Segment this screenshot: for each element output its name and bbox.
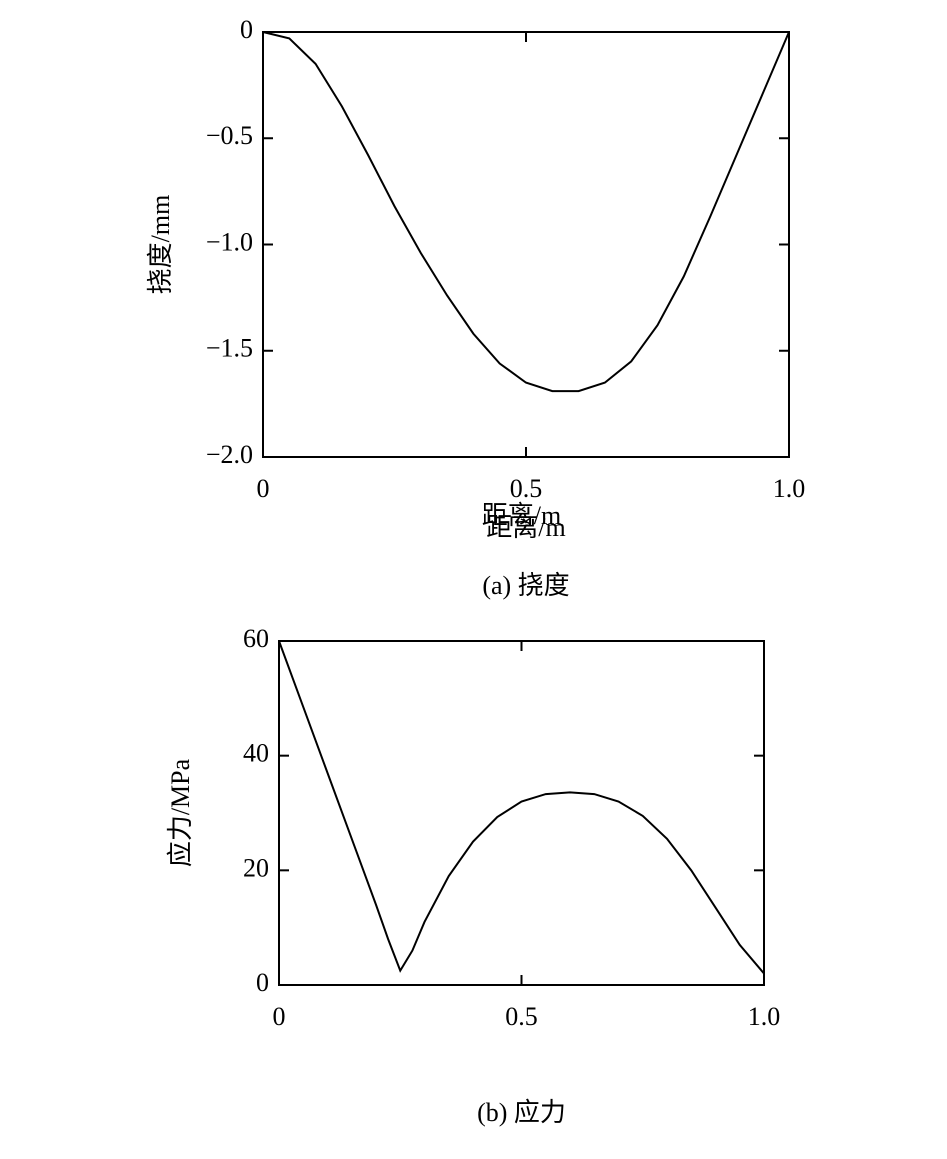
x-tick-label: 1.0 [748, 1002, 781, 1031]
caption: (a) 挠度 [482, 571, 569, 600]
plot-frame [262, 31, 790, 458]
data-line [278, 640, 765, 975]
y-axis-label: 挠度/mm [146, 195, 175, 295]
x-tick-label: 1.0 [773, 474, 806, 503]
x-tick-label: 0.5 [510, 474, 543, 503]
y-tick-label: −1.5 [206, 334, 253, 363]
y-tick-label: 0 [240, 15, 253, 44]
caption: (b) 应力 [477, 1098, 566, 1127]
y-tick-label: 20 [243, 853, 269, 882]
y-axis-label: 应力/MPa [166, 758, 195, 867]
plot-frame [278, 640, 765, 986]
x-tick-label: 0 [257, 474, 270, 503]
x-tick-label: 0.5 [505, 1002, 538, 1031]
y-tick-label: −1.0 [206, 227, 253, 256]
y-tick-label: −0.5 [206, 121, 253, 150]
x-tick-label: 0 [273, 1002, 286, 1031]
y-tick-label: 60 [243, 624, 269, 653]
x-axis-label: 距离/m [486, 513, 565, 542]
y-tick-label: −2.0 [206, 440, 253, 469]
data-line [262, 31, 790, 393]
y-tick-label: 0 [256, 968, 269, 997]
y-tick-label: 40 [243, 739, 269, 768]
x-axis-label: 距离/m [482, 501, 561, 530]
